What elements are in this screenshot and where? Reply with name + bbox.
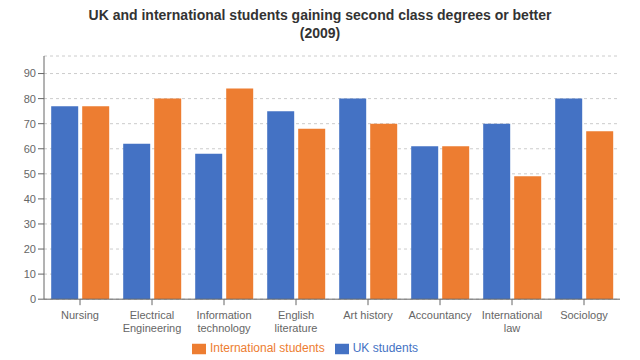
svg-text:ElectricalEngineering: ElectricalEngineering: [123, 309, 182, 334]
svg-text:60: 60: [24, 143, 36, 155]
svg-text:90: 90: [24, 67, 36, 79]
svg-text:Informationtechnology: Informationtechnology: [196, 309, 251, 334]
html-text:UK and international students: UK and international students gaining se…: [88, 7, 552, 23]
svg-text:20: 20: [24, 243, 36, 255]
html-text:UK students: UK students: [352, 341, 419, 356]
svg-text:40: 40: [24, 193, 36, 205]
svg-text:Sociology: Sociology: [560, 309, 608, 321]
svg-text:0: 0: [30, 293, 36, 305]
html-text:(2009): (2009): [299, 25, 341, 41]
svg-text:10: 10: [24, 268, 36, 280]
svg-text:Art history: Art history: [343, 309, 393, 321]
html-text:International students: International students: [209, 341, 325, 356]
svg-text:80: 80: [24, 93, 36, 105]
svg-text:50: 50: [24, 168, 36, 180]
svg-text:30: 30: [24, 218, 36, 230]
svg-text:Nursing: Nursing: [61, 309, 99, 321]
svg-text:Englishliterature: Englishliterature: [275, 309, 318, 334]
svg-text:Internationallaw: Internationallaw: [482, 309, 543, 334]
svg-text:Accountancy: Accountancy: [409, 309, 472, 321]
svg-text:70: 70: [24, 118, 36, 130]
